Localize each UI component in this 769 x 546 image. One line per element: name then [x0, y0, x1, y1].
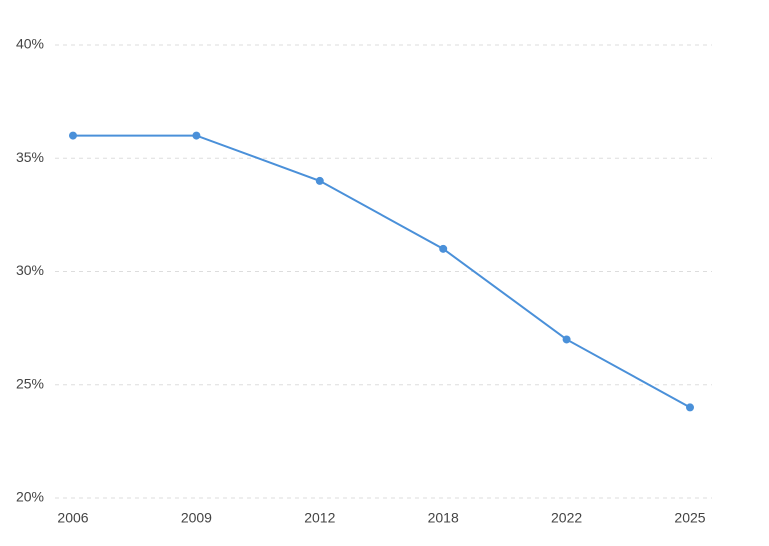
y-tick-label: 20%	[16, 489, 44, 505]
data-point	[315, 176, 324, 185]
y-tick-label: 30%	[16, 262, 44, 278]
y-tick-label: 40%	[16, 36, 44, 52]
x-tick-label: 2012	[304, 510, 335, 526]
data-point	[439, 244, 448, 253]
x-tick-label: 2018	[428, 510, 459, 526]
data-point	[686, 403, 694, 412]
x-tick-label: 2022	[551, 510, 582, 526]
y-tick-label: 35%	[16, 149, 44, 165]
x-tick-label: 2025	[674, 510, 705, 526]
x-tick-label: 2006	[57, 510, 88, 526]
data-line	[73, 134, 691, 409]
data-point	[562, 335, 571, 344]
x-tick-label: 2009	[181, 510, 212, 526]
y-tick-label: 25%	[16, 375, 44, 391]
data-point	[192, 131, 201, 140]
data-point	[69, 131, 77, 140]
